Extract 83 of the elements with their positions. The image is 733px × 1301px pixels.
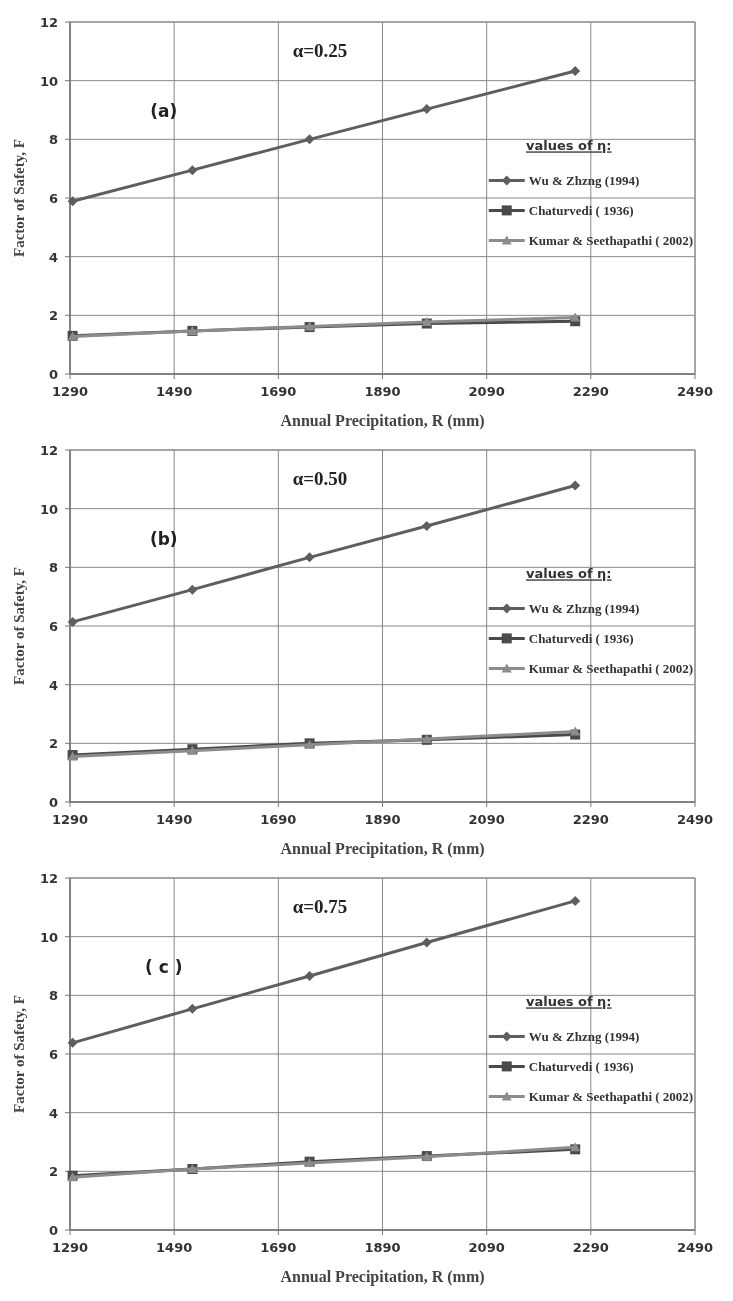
- annotation: ( c ): [145, 957, 183, 978]
- y-tick-label: 6: [48, 1047, 58, 1062]
- y-tick-label: 4: [48, 1105, 58, 1121]
- point: [421, 937, 432, 948]
- x-tick-label: 2490: [676, 1240, 714, 1255]
- y-axis-title: Factor of Safety, F: [11, 994, 27, 1114]
- x-tick-label: 2490: [676, 384, 714, 399]
- x-tick-label: 2090: [468, 384, 505, 399]
- legend-title: values of η:: [525, 566, 612, 582]
- annotation: α=0.75: [292, 896, 348, 918]
- y-tick-label: 8: [48, 560, 58, 576]
- x-tick-label: 2090: [468, 812, 505, 827]
- y-tick-label: 2: [48, 308, 58, 324]
- x-axis-title: Annual Precipitation, R (mm): [280, 1268, 485, 1286]
- point: [570, 895, 581, 906]
- annotation: (b): [149, 529, 178, 550]
- annotation: α=0.50: [292, 468, 348, 490]
- legend-label: Wu & Zhzng (1994): [528, 173, 640, 189]
- x-tick-label: 2290: [572, 1240, 609, 1255]
- y-tick-label: 12: [39, 871, 58, 886]
- point: [304, 552, 315, 563]
- point: [67, 616, 78, 627]
- y-axis-title: Factor of Safety, F: [11, 566, 27, 686]
- x-axis-title: Annual Precipitation, R (mm): [280, 840, 485, 858]
- point: [187, 165, 198, 176]
- point: [570, 480, 581, 491]
- legend-label: Chaturvedi ( 1936): [528, 631, 634, 647]
- x-tick-label: 1490: [156, 1240, 193, 1255]
- x-tick-label: 1690: [260, 1240, 297, 1255]
- point: [304, 134, 315, 145]
- legend-label: Wu & Zhzng (1994): [528, 1029, 640, 1045]
- y-tick-label: 4: [48, 249, 58, 265]
- x-axis-title: Annual Precipitation, R (mm): [280, 412, 485, 430]
- x-tick-label: 1890: [364, 1240, 401, 1255]
- y-axis-title: Factor of Safety, F: [11, 138, 27, 258]
- y-tick-label: 12: [39, 443, 58, 458]
- point: [421, 520, 432, 531]
- y-tick-label: 2: [48, 736, 58, 752]
- y-tick-label: 8: [48, 988, 58, 1004]
- x-tick-label: 2290: [572, 812, 609, 827]
- legend-title: values of η:: [525, 994, 612, 1010]
- x-tick-label: 2090: [468, 1240, 505, 1255]
- point: [421, 104, 432, 115]
- x-tick-label: 1890: [364, 812, 401, 827]
- y-tick-label: 6: [48, 191, 58, 206]
- legend-label: Chaturvedi ( 1936): [528, 1059, 634, 1075]
- legend-label: Wu & Zhzng (1994): [528, 601, 640, 617]
- x-tick-label: 1290: [51, 384, 89, 399]
- y-tick-label: 10: [39, 73, 58, 89]
- x-tick-label: 2290: [572, 384, 609, 399]
- point: [187, 584, 198, 595]
- y-tick-label: 6: [48, 619, 58, 634]
- legend-label: Kumar & Seethapathi ( 2002): [528, 233, 694, 249]
- annotation: (a): [150, 101, 178, 122]
- y-tick-label: 0: [48, 367, 58, 382]
- y-tick-label: 10: [39, 929, 58, 945]
- x-tick-label: 1690: [260, 812, 297, 827]
- y-tick-label: 8: [48, 132, 58, 148]
- y-tick-label: 0: [48, 795, 58, 810]
- legend-title: values of η:: [525, 138, 612, 154]
- point: [304, 970, 315, 981]
- point: [570, 65, 581, 76]
- point: [67, 1037, 78, 1048]
- point: [67, 196, 78, 207]
- y-tick-label: 0: [48, 1223, 58, 1238]
- y-tick-label: 4: [48, 677, 58, 693]
- y-tick-label: 2: [48, 1164, 58, 1180]
- x-tick-label: 2490: [676, 812, 714, 827]
- x-tick-label: 1490: [156, 812, 193, 827]
- point: [570, 312, 581, 322]
- legend-label: Chaturvedi ( 1936): [528, 203, 634, 219]
- x-tick-label: 1290: [51, 1240, 89, 1255]
- legend-label: Kumar & Seethapathi ( 2002): [528, 1089, 694, 1105]
- x-tick-label: 1690: [260, 384, 297, 399]
- y-tick-label: 10: [39, 501, 58, 517]
- annotation: α=0.25: [292, 40, 348, 62]
- x-tick-label: 1290: [51, 812, 89, 827]
- x-tick-label: 1490: [156, 384, 193, 399]
- point: [570, 726, 581, 736]
- legend-label: Kumar & Seethapathi ( 2002): [528, 661, 694, 677]
- y-tick-label: 12: [39, 15, 58, 30]
- point: [187, 1003, 198, 1014]
- x-tick-label: 1890: [364, 384, 401, 399]
